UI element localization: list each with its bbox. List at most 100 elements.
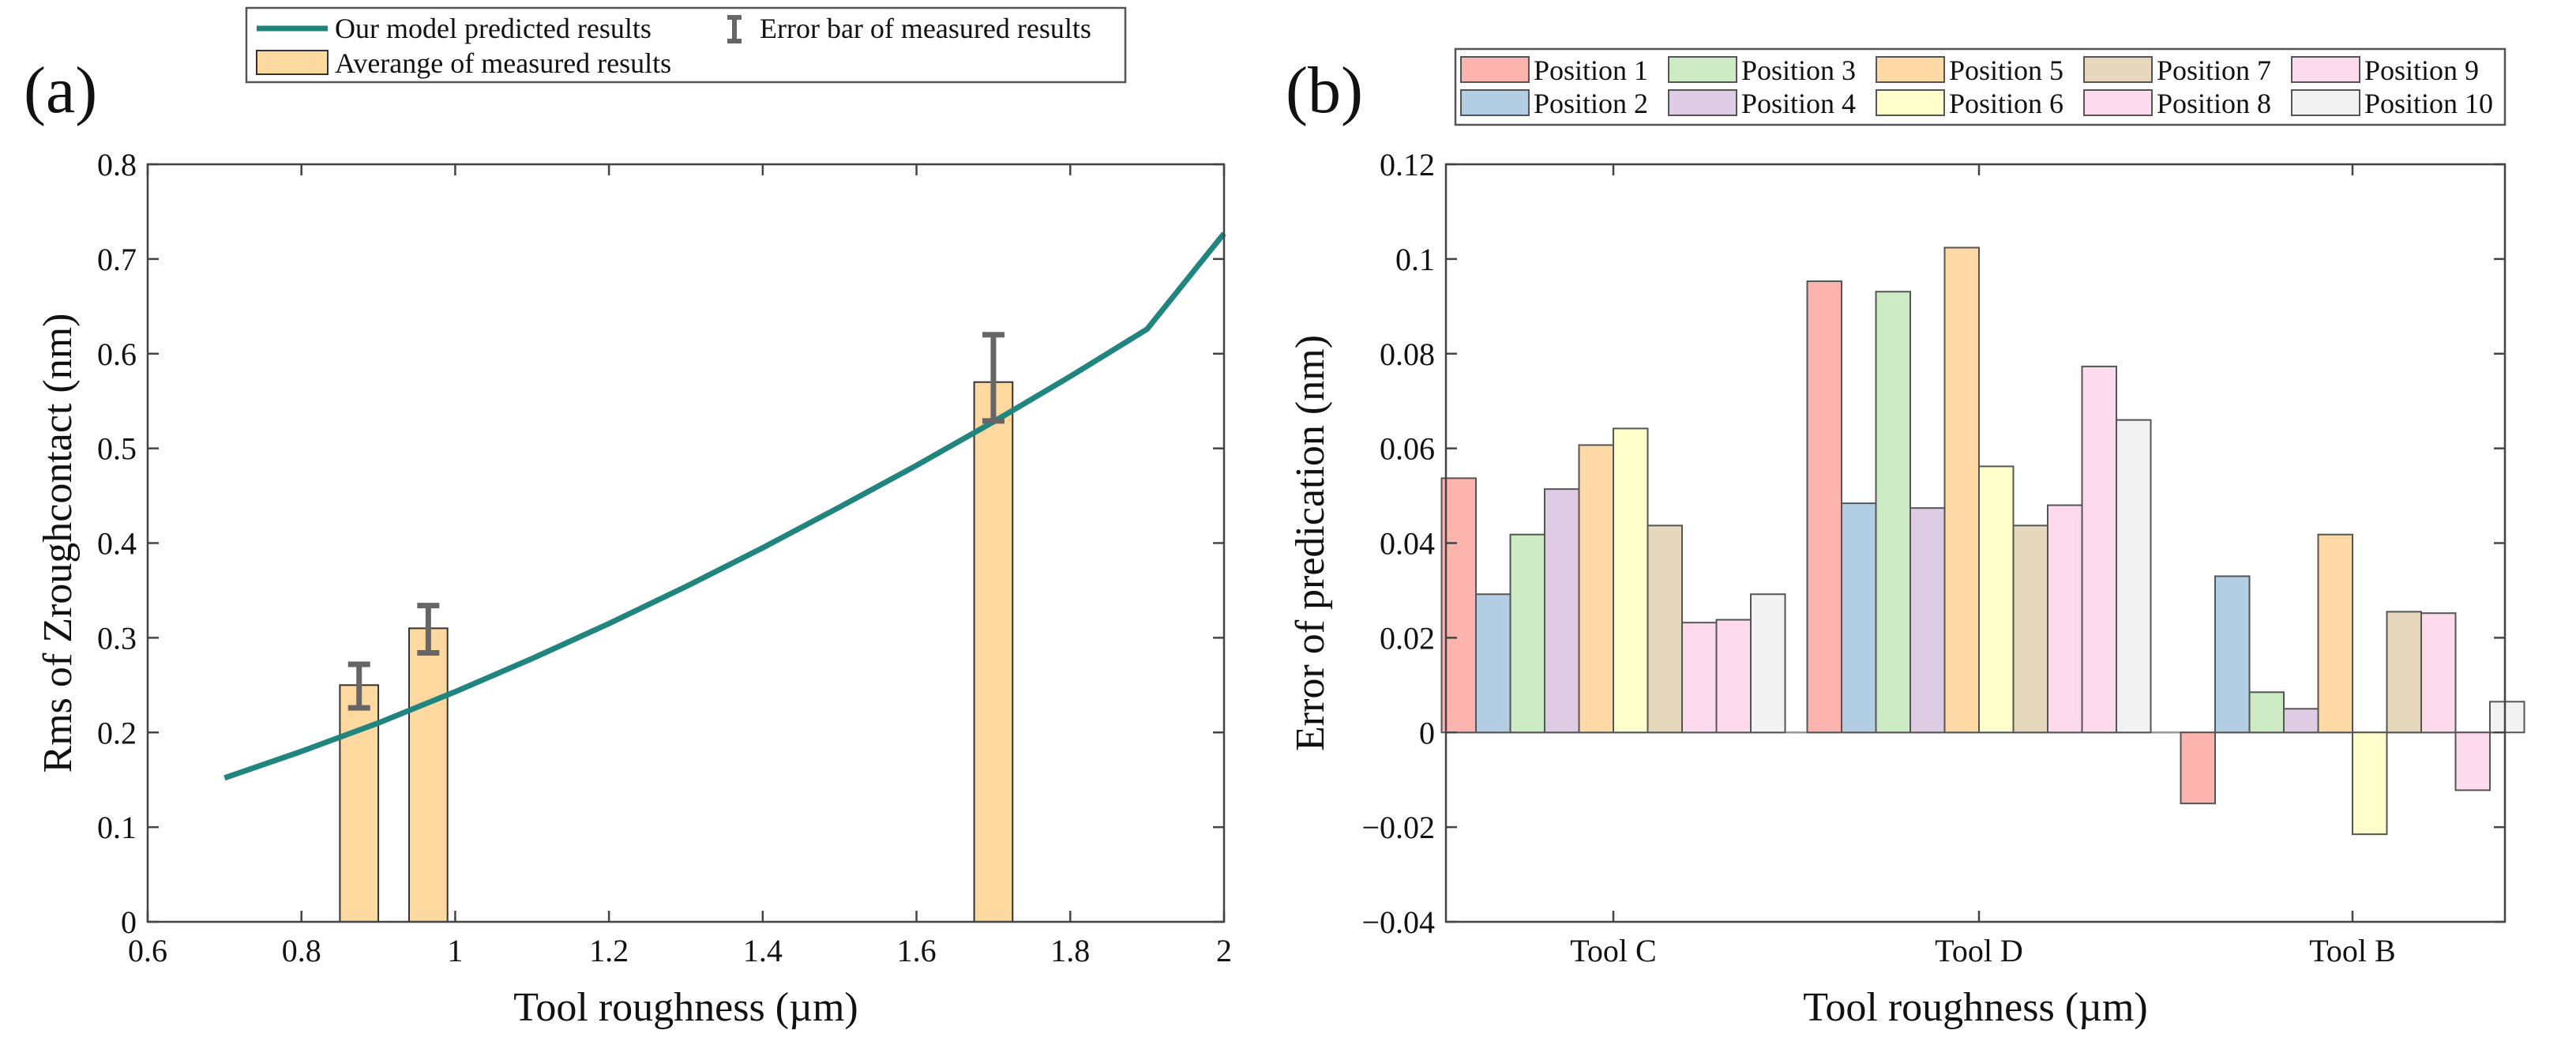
bar-position-10 bbox=[2489, 701, 2525, 734]
legend-label: Averange of measured results bbox=[335, 47, 671, 79]
x-tick-label: 1 bbox=[447, 933, 463, 968]
legend: Our model predicted results Error bar of … bbox=[245, 6, 1127, 84]
x-tick-label: Tool C bbox=[1570, 933, 1656, 968]
bar-position-10 bbox=[2116, 419, 2152, 734]
error-bar bbox=[347, 661, 370, 711]
bar-position-5 bbox=[1943, 246, 1980, 734]
bar-position-4 bbox=[1544, 488, 1580, 734]
bar-position-7 bbox=[2012, 524, 2048, 734]
bar-position-10 bbox=[1750, 593, 1786, 734]
legend-swatch bbox=[1460, 56, 1530, 83]
legend-swatch bbox=[2083, 89, 2153, 116]
legend-label: Position 7 bbox=[2157, 55, 2271, 86]
y-tick-label: 0.6 bbox=[97, 337, 137, 372]
panel-label-a: (a) bbox=[24, 54, 97, 127]
legend-swatch bbox=[2291, 89, 2360, 116]
x-axis-label: Tool roughness (µm) bbox=[513, 985, 858, 1030]
legend-label: Position 1 bbox=[1534, 55, 1648, 86]
y-tick-label: 0.06 bbox=[1380, 431, 1435, 467]
legend-label: Position 5 bbox=[1949, 55, 2063, 86]
y-tick-label: −0.02 bbox=[1361, 810, 1435, 845]
legend-label: Position 4 bbox=[1741, 88, 1856, 119]
y-tick-label: −0.04 bbox=[1361, 904, 1435, 940]
y-tick-label: 0.1 bbox=[97, 810, 137, 845]
bar-position-1 bbox=[2180, 731, 2216, 805]
x-tick-label: Tool B bbox=[2309, 933, 2395, 968]
y-tick-label: 0 bbox=[1419, 715, 1435, 750]
legend-bar-swatch bbox=[256, 50, 329, 75]
legend-label: Position 8 bbox=[2157, 88, 2271, 119]
legend-label: Position 6 bbox=[1949, 88, 2063, 119]
y-tick-label: 0.7 bbox=[97, 242, 137, 277]
measured-bar bbox=[408, 627, 449, 923]
bar-position-3 bbox=[2248, 691, 2285, 734]
legend-swatch bbox=[1460, 89, 1530, 116]
legend-label: Position 9 bbox=[2364, 55, 2479, 86]
y-axis-label: Rms of Zroughcontact (nm) bbox=[36, 314, 81, 773]
measured-bar bbox=[973, 381, 1014, 923]
panel-label-b: (b) bbox=[1286, 54, 1363, 127]
y-tick-label: 0.02 bbox=[1380, 620, 1435, 656]
bar-position-4 bbox=[2283, 708, 2319, 734]
x-tick-label: Tool D bbox=[1935, 933, 2023, 968]
y-tick-label: 0.1 bbox=[1395, 242, 1435, 277]
bar-position-8 bbox=[1681, 622, 1718, 734]
x-tick-label: 0.8 bbox=[282, 933, 321, 968]
legend-swatch bbox=[1668, 56, 1737, 83]
x-tick-label: 1.6 bbox=[897, 933, 937, 968]
model-line bbox=[223, 231, 1226, 781]
bar-position-2 bbox=[1475, 593, 1511, 734]
legend-label: Position 2 bbox=[1534, 88, 1648, 119]
plot-frame bbox=[146, 163, 1226, 923]
legend-errorbar-icon bbox=[727, 15, 742, 43]
bar-position-5 bbox=[2317, 533, 2353, 734]
bar-position-3 bbox=[1509, 533, 1545, 734]
bar-position-9 bbox=[2454, 731, 2491, 791]
legend-swatch bbox=[1876, 89, 1945, 116]
y-tick-label: 0.8 bbox=[97, 147, 137, 182]
x-tick-label: 1.4 bbox=[743, 933, 783, 968]
bar-position-4 bbox=[1909, 507, 1946, 734]
bar-position-6 bbox=[1978, 465, 2015, 734]
bar-position-8 bbox=[2420, 612, 2457, 734]
bar-position-9 bbox=[2081, 365, 2117, 734]
bar-position-8 bbox=[2047, 504, 2083, 734]
error-bar bbox=[982, 332, 1004, 424]
x-tick-label: 1.2 bbox=[589, 933, 629, 968]
legend-swatch bbox=[2291, 56, 2360, 83]
legend-label: Position 10 bbox=[2364, 88, 2493, 119]
legend-swatch bbox=[1876, 56, 1945, 83]
measured-bar bbox=[339, 684, 380, 923]
x-axis-label: Tool roughness (µm) bbox=[1803, 985, 2148, 1030]
y-tick-label: 0.2 bbox=[97, 715, 137, 750]
y-tick-label: 0 bbox=[121, 904, 137, 940]
y-tick-label: 0.12 bbox=[1380, 147, 1435, 182]
y-tick-label: 0.5 bbox=[97, 431, 137, 467]
legend-label: Error bar of measured results bbox=[760, 13, 1091, 44]
bar-position-5 bbox=[1578, 444, 1614, 734]
legend-label: Our model predicted results bbox=[335, 13, 652, 44]
bar-position-2 bbox=[2214, 575, 2251, 734]
chart-a: 0.6 0.8 1 1.2 1.4 1.6 1.8 2 0 0.1 0.2 0.3 0.4 0.5 0.6 0… bbox=[36, 6, 1232, 1030]
bar-position-7 bbox=[1647, 524, 1683, 734]
x-tick-label: 1.8 bbox=[1050, 933, 1090, 968]
legend-label: Position 3 bbox=[1741, 55, 1856, 86]
x-tick-label: 2 bbox=[1216, 933, 1232, 968]
error-bar bbox=[417, 603, 440, 656]
bar-position-9 bbox=[1715, 618, 1752, 734]
x-tick-label: 0.6 bbox=[128, 933, 167, 968]
y-tick-label: 0.3 bbox=[97, 620, 137, 656]
y-tick-label: 0.4 bbox=[97, 526, 137, 562]
bar-position-2 bbox=[1841, 502, 1877, 734]
legend-box bbox=[245, 6, 1127, 84]
bar-position-3 bbox=[1875, 291, 1911, 734]
bar-position-6 bbox=[2352, 731, 2388, 836]
y-tick-label: 0.08 bbox=[1380, 337, 1435, 372]
y-axis-label: Error of predication (nm) bbox=[1288, 335, 1333, 751]
bar-position-6 bbox=[1613, 427, 1649, 734]
legend-swatch bbox=[2083, 56, 2153, 83]
bar-position-1 bbox=[1806, 280, 1842, 734]
legend-swatch bbox=[1668, 89, 1737, 116]
